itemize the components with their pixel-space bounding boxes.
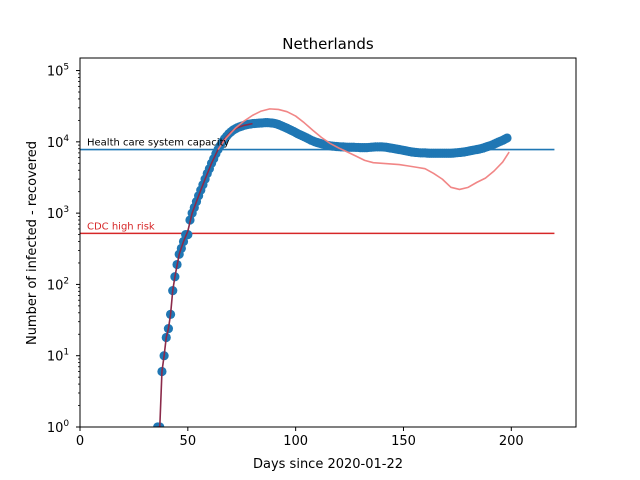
chart-title: Netherlands (282, 35, 374, 53)
scatter-series (153, 118, 512, 427)
y-tick-label: 101 (47, 348, 69, 365)
plot-content (80, 108, 555, 427)
x-tick-label: 100 (283, 434, 308, 449)
x-tick-label: 150 (391, 434, 416, 449)
data-point (502, 133, 512, 143)
x-axis-ticks: 0 50 100 150 200 (76, 427, 524, 449)
plot-area: Health care system capacity CDC high risk (79, 57, 577, 428)
y-axis-label: Number of infected - recovered (25, 141, 40, 345)
axes-frame (79, 57, 577, 428)
x-axis-label: Days since 2020-01-22 (253, 457, 403, 472)
x-tick-label: 200 (499, 434, 524, 449)
y-tick-label: 103 (47, 205, 69, 222)
y-axis-ticks: 100 101 102 103 104 105 (47, 63, 80, 436)
x-tick-label: 50 (180, 434, 197, 449)
y-tick-label: 100 (47, 419, 70, 436)
x-tick-label: 0 (76, 434, 84, 449)
y-tick-label: 102 (47, 276, 69, 293)
y-tick-label: 105 (47, 63, 69, 80)
reference-label-0: Health care system capacity (87, 138, 229, 149)
series-line-1 (217, 108, 510, 191)
y-tick-label: 104 (47, 134, 70, 151)
reference-label-1: CDC high risk (87, 221, 155, 232)
